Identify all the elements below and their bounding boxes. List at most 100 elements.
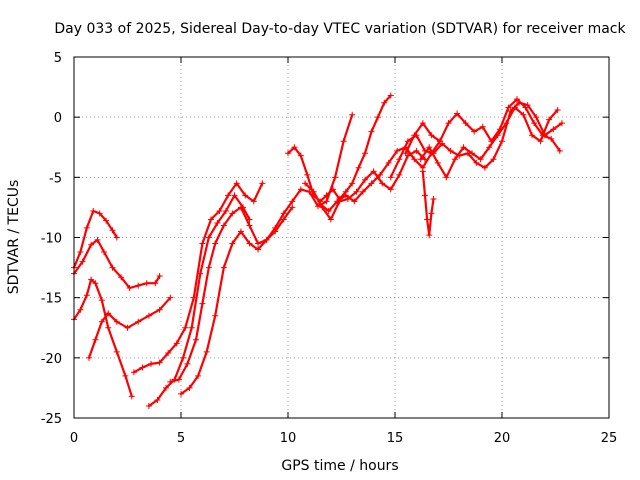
data-point-marker <box>229 210 236 217</box>
data-point-marker <box>421 192 428 199</box>
series-line <box>286 94 392 203</box>
data-point-marker <box>214 220 221 227</box>
data-point-marker <box>494 132 501 139</box>
data-point-marker <box>205 264 212 271</box>
series-line <box>389 101 563 179</box>
data-point-marker <box>130 369 137 376</box>
data-point-marker <box>368 180 375 187</box>
data-point-marker <box>165 350 172 357</box>
data-series <box>71 92 565 409</box>
series-track-h <box>178 204 296 397</box>
x-tick-label: 10 <box>280 431 297 446</box>
data-point-marker <box>368 128 375 135</box>
data-point-marker <box>451 156 458 163</box>
data-point-marker <box>513 96 520 103</box>
data-point-marker <box>192 336 199 343</box>
data-point-marker <box>537 138 544 145</box>
data-point-marker <box>105 310 112 317</box>
data-point-marker <box>188 324 195 331</box>
data-point-marker <box>317 200 324 207</box>
data-point-marker <box>156 359 163 366</box>
data-point-marker <box>362 150 369 157</box>
data-point-marker <box>327 216 334 223</box>
data-point-marker <box>272 228 279 235</box>
data-point-marker <box>385 159 392 166</box>
data-point-marker <box>148 360 155 367</box>
data-point-marker <box>255 240 262 247</box>
data-point-marker <box>413 147 420 154</box>
data-point-marker <box>381 99 388 106</box>
data-point-marker <box>426 144 433 151</box>
data-point-marker <box>103 217 110 224</box>
data-point-marker <box>471 128 478 135</box>
data-point-marker <box>280 210 287 217</box>
y-tick-label: -10 <box>41 232 62 247</box>
chart-title: Day 033 of 2025, Sidereal Day-to-day VTE… <box>54 21 626 37</box>
data-point-marker <box>434 159 441 166</box>
data-point-marker <box>199 240 206 247</box>
data-point-marker <box>430 195 437 202</box>
data-point-marker <box>152 280 159 287</box>
data-point-marker <box>402 150 409 157</box>
data-point-marker <box>96 210 103 217</box>
x-tick-label: 25 <box>601 431 618 446</box>
series-track-o <box>419 168 437 239</box>
data-point-marker <box>92 336 99 343</box>
data-point-marker <box>126 285 133 292</box>
data-point-marker <box>499 138 505 145</box>
data-point-marker <box>94 236 101 243</box>
data-point-marker <box>411 156 418 163</box>
data-point-marker <box>436 138 443 145</box>
data-point-marker <box>473 159 480 166</box>
data-point-marker <box>205 234 212 241</box>
series-track-f <box>145 192 253 409</box>
data-point-marker <box>113 348 120 355</box>
data-point-marker <box>289 198 296 205</box>
data-point-marker <box>143 280 150 287</box>
series-line <box>179 206 294 395</box>
data-point-marker <box>379 180 386 187</box>
data-point-marker <box>207 216 214 223</box>
data-point-marker <box>387 92 394 99</box>
data-point-marker <box>184 360 191 367</box>
data-point-marker <box>98 297 105 304</box>
data-point-marker <box>109 264 116 271</box>
data-point-marker <box>353 188 360 195</box>
series-track-g <box>167 111 356 385</box>
data-point-marker <box>302 180 309 187</box>
y-tick-label: -15 <box>41 292 62 307</box>
data-point-marker <box>387 186 394 193</box>
data-point-marker <box>531 120 538 127</box>
y-tick-label: -20 <box>41 352 62 367</box>
data-point-marker <box>396 156 403 163</box>
data-point-marker <box>237 204 244 211</box>
data-point-marker <box>105 324 112 331</box>
data-point-marker <box>122 372 129 379</box>
data-point-marker <box>100 248 107 255</box>
data-point-marker <box>349 180 356 187</box>
data-point-marker <box>426 232 433 239</box>
data-point-marker <box>505 104 512 111</box>
y-axis-title: SDTVAR / TECUs <box>6 180 22 295</box>
series-line <box>132 182 264 374</box>
series-track-n <box>417 104 561 181</box>
data-point-marker <box>370 168 377 175</box>
data-point-marker <box>220 222 227 229</box>
data-point-marker <box>212 312 219 319</box>
data-point-marker <box>550 126 557 133</box>
data-point-marker <box>154 396 161 403</box>
data-point-marker <box>417 156 424 163</box>
x-tick-label: 5 <box>177 431 185 446</box>
data-point-marker <box>90 208 97 215</box>
data-point-marker <box>297 186 304 193</box>
data-point-marker <box>156 273 163 280</box>
x-axis-title: GPS time / hours <box>281 458 398 474</box>
data-point-marker <box>231 192 238 199</box>
data-point-marker <box>556 147 563 154</box>
data-point-marker <box>145 402 152 409</box>
data-point-marker <box>522 104 529 111</box>
data-point-marker <box>246 240 253 247</box>
data-point-marker <box>88 241 95 248</box>
data-point-marker <box>83 224 90 231</box>
data-point-marker <box>163 384 170 391</box>
